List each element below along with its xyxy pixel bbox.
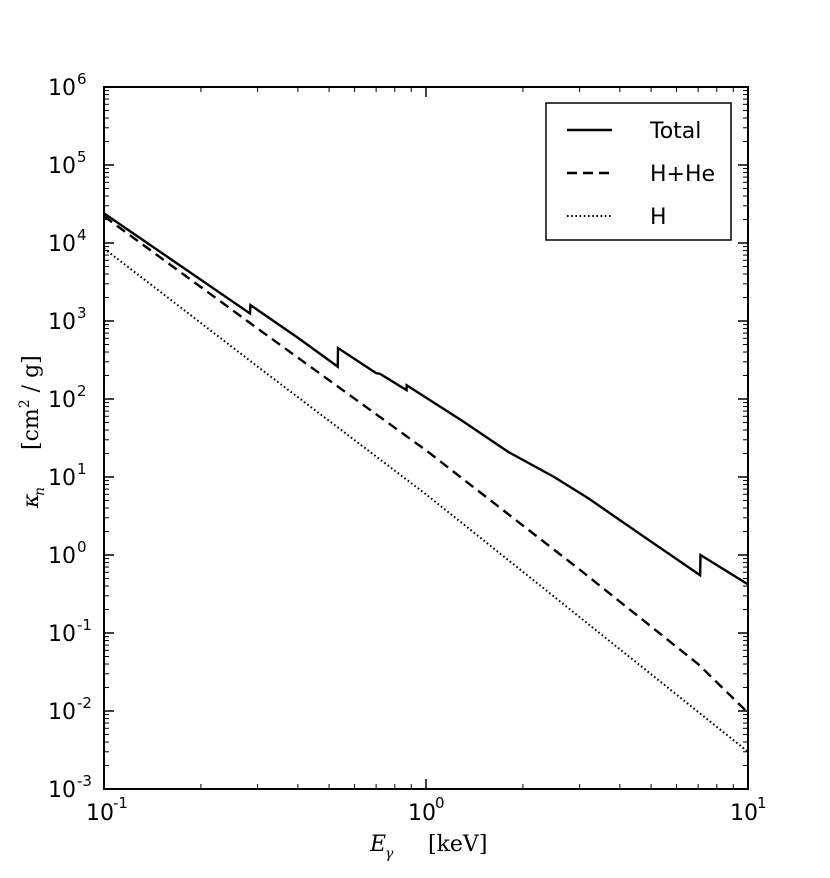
series-line-total <box>103 212 749 586</box>
y-tick-label: 10 <box>48 466 76 491</box>
y-tick-label: 10 <box>48 778 76 803</box>
x-tick-exponent: 1 <box>757 794 767 812</box>
y-tick-exponent: -3 <box>77 772 92 790</box>
y-axis-unit-pre: [cm2 / g] <box>17 355 44 450</box>
series-line-h <box>103 247 749 753</box>
y-tick-exponent: 1 <box>77 460 87 478</box>
x-axis-unit: [keV] <box>428 832 487 857</box>
x-axis-symbol: E <box>369 832 386 857</box>
legend-label: H+He <box>650 162 715 187</box>
x-tick-label: 10 <box>408 801 436 826</box>
y-axis-symbol: κ <box>19 493 44 509</box>
legend-label: H <box>650 205 667 230</box>
legend-label: Total <box>649 119 701 144</box>
x-tick-exponent: 0 <box>435 794 445 812</box>
x-axis-subscript: γ <box>385 846 394 862</box>
y-tick-label: 10 <box>48 76 76 101</box>
legend: Total H+He H <box>545 102 732 241</box>
x-tick-exponent: -1 <box>113 794 128 812</box>
legend-box <box>545 102 732 241</box>
ticks-group: 10 -310 -210 -110 010 110 210 310 410 510 610 -1 10 0… <box>48 70 767 826</box>
y-tick-exponent: 0 <box>77 538 87 556</box>
x-tick-label: 10 <box>86 801 114 826</box>
y-tick-label: 10 <box>48 388 76 413</box>
x-tick-label: 10 <box>730 801 758 826</box>
y-axis-label: κ n [cm2 / g] <box>17 355 48 509</box>
x-axis-label: E γ [keV] <box>369 832 487 862</box>
y-tick-label: 10 <box>48 310 76 335</box>
y-tick-label: 10 <box>48 154 76 179</box>
y-tick-exponent: 6 <box>77 70 87 88</box>
y-tick-label: 10 <box>48 544 76 569</box>
series-line-h-he <box>103 215 749 714</box>
y-tick-label: 10 <box>48 622 76 647</box>
y-tick-label: 10 <box>48 700 76 725</box>
y-tick-exponent: 4 <box>77 226 87 244</box>
y-tick-label: 10 <box>48 232 76 257</box>
plot-series-group <box>103 212 749 753</box>
y-tick-exponent: -2 <box>77 694 92 712</box>
y-tick-exponent: -1 <box>77 616 92 634</box>
y-tick-exponent: 5 <box>77 148 87 166</box>
y-tick-exponent: 3 <box>77 304 87 322</box>
y-tick-exponent: 2 <box>77 382 87 400</box>
y-axis-subscript: n <box>32 487 48 496</box>
